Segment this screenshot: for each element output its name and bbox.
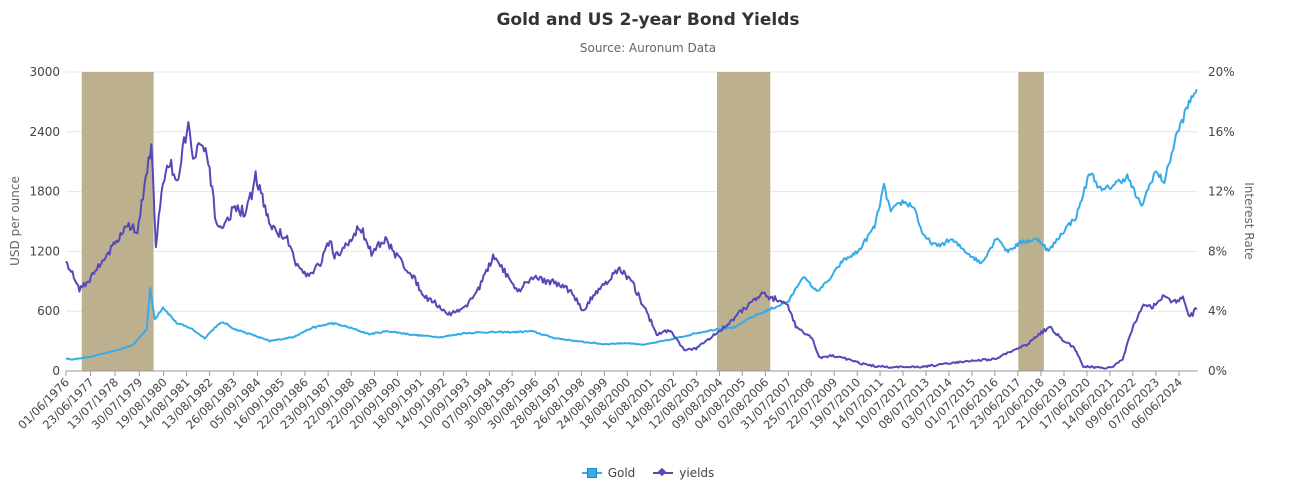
gold-series-square-icon xyxy=(581,468,602,478)
y-left-tick-label: 600 xyxy=(37,304,60,318)
shaded-period xyxy=(81,72,154,371)
y-right-tick-label: 20% xyxy=(1208,65,1235,79)
legend-item-yields[interactable]: yields xyxy=(653,466,714,480)
y-right-tick-label: 12% xyxy=(1208,185,1235,199)
y-axis-right-label: Interest Rate xyxy=(1242,182,1256,260)
left-axis-ticks: 0 600 1200 1800 2400 3000 xyxy=(29,65,60,378)
legend-gold-label: Gold xyxy=(607,466,636,480)
x-axis-ticks: 01/06/197623/06/197713/07/197830/07/1979… xyxy=(15,371,1185,432)
y-right-tick-label: 4% xyxy=(1208,304,1227,318)
legend-item-gold[interactable]: Gold xyxy=(581,466,636,480)
series-line-yields xyxy=(65,121,1198,370)
chart-title: Gold and US 2-year Bond Yields xyxy=(496,10,800,30)
y-left-tick-label: 1800 xyxy=(29,185,60,199)
y-left-tick-label: 1200 xyxy=(29,244,60,258)
series-line-gold xyxy=(65,88,1198,361)
shaded-periods xyxy=(81,72,1044,371)
shaded-period xyxy=(1018,72,1044,371)
y-right-tick-label: 8% xyxy=(1208,244,1227,258)
chart-subtitle: Source: Auronum Data xyxy=(579,41,717,55)
series-lines xyxy=(65,88,1198,370)
legend: Gold yields xyxy=(0,466,1296,480)
right-axis-ticks: 0% 4% 8% 12% 16% 20% xyxy=(1208,65,1235,378)
y-left-tick-label: 0 xyxy=(52,364,60,378)
y-left-tick-label: 2400 xyxy=(29,125,60,139)
yields-series-diamond-icon xyxy=(653,468,674,478)
y-right-tick-label: 16% xyxy=(1208,125,1235,139)
legend-yields-label: yields xyxy=(679,466,715,480)
y-right-tick-label: 0% xyxy=(1208,364,1227,378)
y-left-tick-label: 3000 xyxy=(29,65,60,79)
y-axis-left-label: USD per ounce xyxy=(8,176,22,266)
